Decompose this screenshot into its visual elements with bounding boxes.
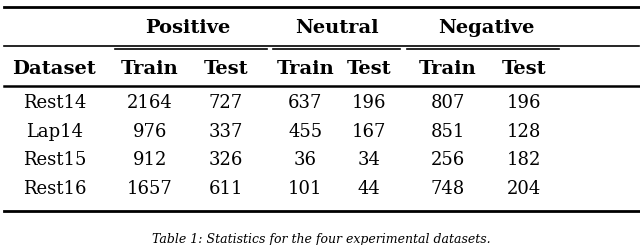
Text: Rest14: Rest14 bbox=[22, 94, 86, 112]
Text: 1657: 1657 bbox=[127, 180, 173, 198]
Text: 256: 256 bbox=[431, 151, 465, 169]
Text: Negative: Negative bbox=[438, 19, 534, 37]
Text: 36: 36 bbox=[294, 151, 317, 169]
Text: 101: 101 bbox=[288, 180, 323, 198]
Text: 727: 727 bbox=[209, 94, 243, 112]
Text: 748: 748 bbox=[431, 180, 465, 198]
Text: 807: 807 bbox=[431, 94, 465, 112]
Text: Positive: Positive bbox=[145, 19, 230, 37]
Text: 196: 196 bbox=[507, 94, 541, 112]
Text: Train: Train bbox=[121, 60, 179, 78]
Text: 44: 44 bbox=[357, 180, 380, 198]
Text: Test: Test bbox=[204, 60, 248, 78]
Text: 204: 204 bbox=[507, 180, 541, 198]
Text: Test: Test bbox=[346, 60, 391, 78]
Text: Dataset: Dataset bbox=[13, 60, 96, 78]
Text: Train: Train bbox=[419, 60, 477, 78]
Text: Test: Test bbox=[502, 60, 547, 78]
Text: Lap14: Lap14 bbox=[26, 123, 83, 141]
Text: 2164: 2164 bbox=[127, 94, 173, 112]
Text: 196: 196 bbox=[351, 94, 386, 112]
Text: 34: 34 bbox=[357, 151, 380, 169]
Text: 637: 637 bbox=[288, 94, 323, 112]
Text: 611: 611 bbox=[209, 180, 243, 198]
Text: Neutral: Neutral bbox=[295, 19, 379, 37]
Text: 851: 851 bbox=[431, 123, 465, 141]
Text: Train: Train bbox=[276, 60, 334, 78]
Text: 167: 167 bbox=[351, 123, 386, 141]
Text: Table 1: Statistics for the four experimental datasets.: Table 1: Statistics for the four experim… bbox=[152, 233, 490, 245]
Text: 455: 455 bbox=[288, 123, 323, 141]
Text: 326: 326 bbox=[209, 151, 243, 169]
Text: 182: 182 bbox=[507, 151, 541, 169]
Text: 128: 128 bbox=[507, 123, 541, 141]
Text: 912: 912 bbox=[132, 151, 167, 169]
Text: Rest16: Rest16 bbox=[22, 180, 86, 198]
Text: Rest15: Rest15 bbox=[22, 151, 86, 169]
Text: 976: 976 bbox=[132, 123, 167, 141]
Text: 337: 337 bbox=[209, 123, 243, 141]
